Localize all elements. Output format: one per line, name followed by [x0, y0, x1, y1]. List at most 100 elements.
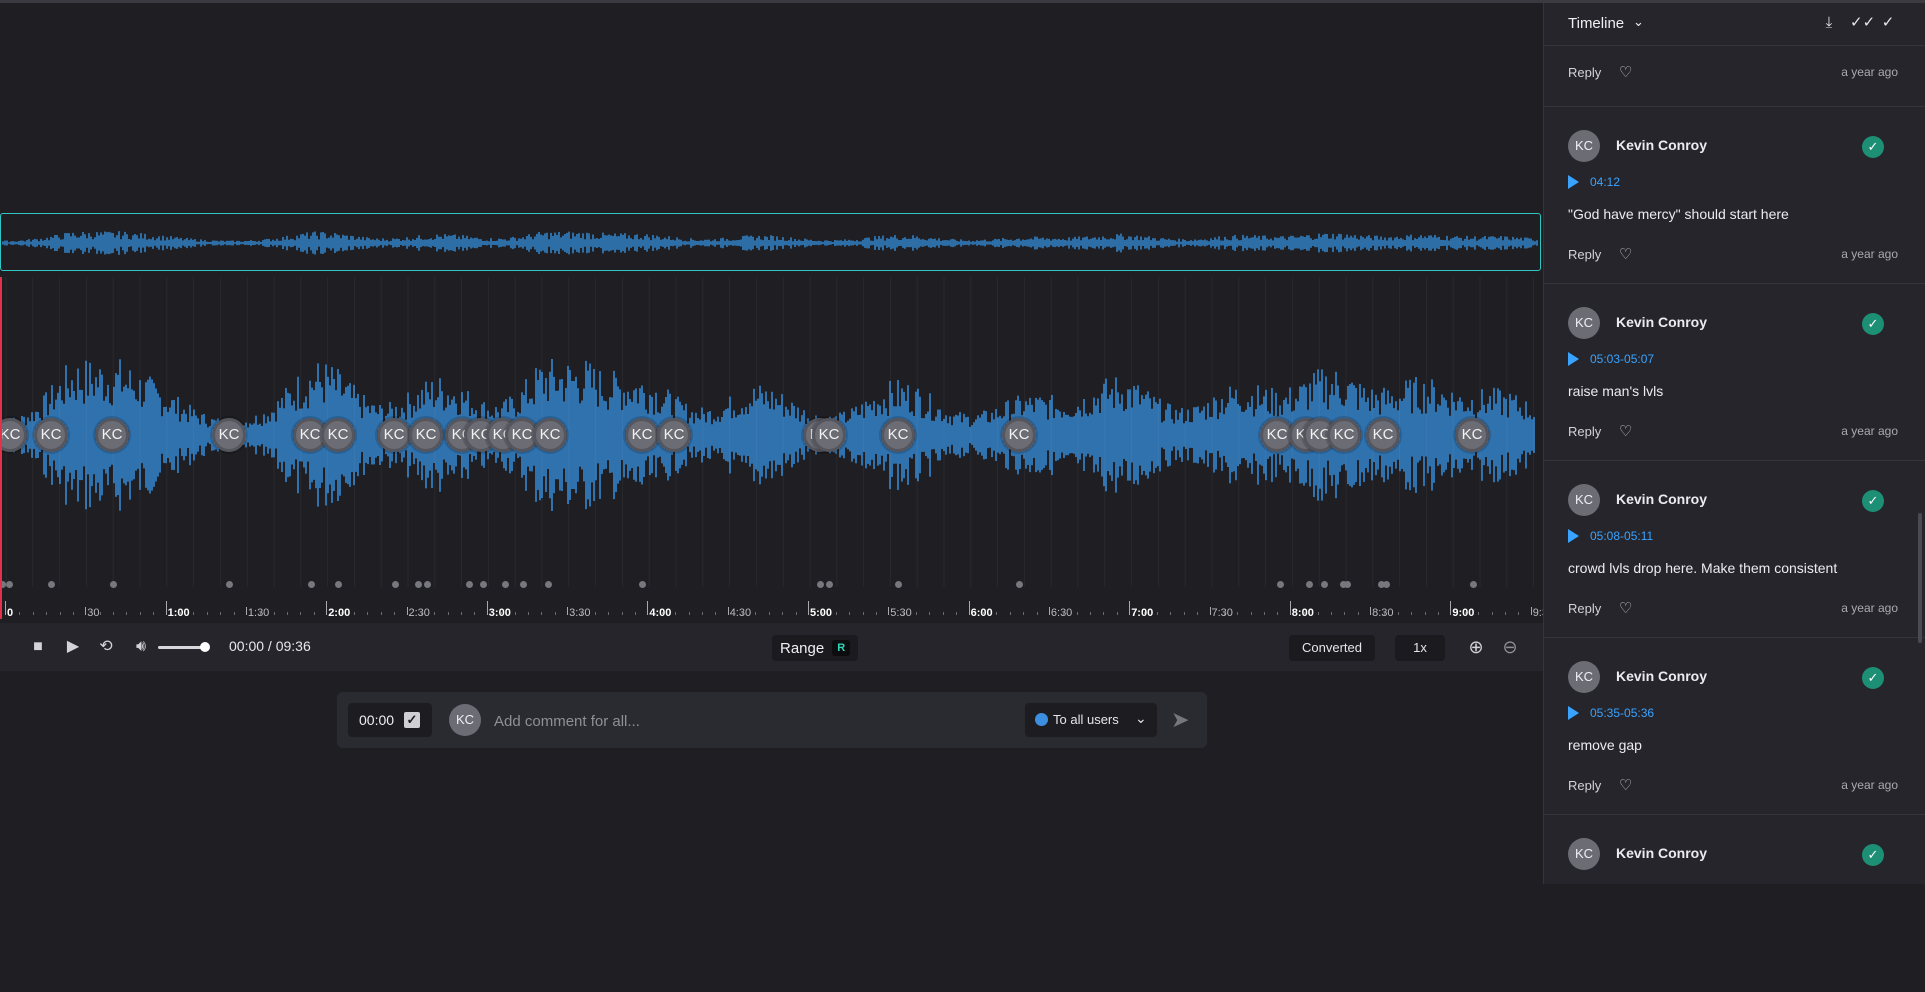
comment-marker[interactable]: KC: [657, 418, 691, 452]
zoom-in-icon[interactable]: ⊕: [1468, 637, 1484, 657]
comment-dot[interactable]: [1470, 581, 1477, 588]
play-icon[interactable]: [1568, 529, 1579, 543]
comment-marker[interactable]: KC: [812, 418, 846, 452]
comment-card[interactable]: KC Kevin Conroy ✓ 04:12 "God have mercy" sho…: [1544, 106, 1925, 284]
reply-link[interactable]: Reply: [1568, 247, 1602, 262]
play-icon[interactable]: [1568, 175, 1579, 189]
heart-icon[interactable]: ♡: [1619, 64, 1633, 81]
comment-timecode[interactable]: 05:35-05:36: [1590, 706, 1655, 720]
comment-dot[interactable]: [1306, 581, 1313, 588]
comment-dot[interactable]: [1321, 581, 1328, 588]
comment-dot[interactable]: [1344, 581, 1351, 588]
double-check-icon[interactable]: ✓✓: [1850, 14, 1876, 31]
comment-dot[interactable]: [639, 581, 646, 588]
playhead[interactable]: [0, 277, 2, 619]
comment-dot[interactable]: [545, 581, 552, 588]
loop-icon[interactable]: ⟲: [99, 638, 113, 655]
play-icon[interactable]: ▶: [66, 638, 80, 655]
heart-icon[interactable]: ♡: [1619, 423, 1633, 440]
comment-dot[interactable]: [502, 581, 509, 588]
comment-timestamp-box[interactable]: 00:00 ✓: [348, 703, 432, 737]
comment-dot[interactable]: [466, 581, 473, 588]
comment-marker[interactable]: KC: [881, 418, 915, 452]
comment-card[interactable]: KC Kevin Conroy ✓ 05:03-05:07 raise man's lv…: [1544, 283, 1925, 461]
chevron-down-icon[interactable]: ⌄: [1633, 14, 1644, 29]
comment-marker[interactable]: KC: [1260, 418, 1294, 452]
comment-marker[interactable]: KC: [377, 418, 411, 452]
converted-button[interactable]: Converted: [1289, 635, 1375, 661]
overview-waveform[interactable]: [0, 213, 1541, 271]
comment-dot[interactable]: [424, 581, 431, 588]
comment-dot[interactable]: [1016, 581, 1023, 588]
comment-marker[interactable]: KC: [1366, 418, 1400, 452]
comment-dot[interactable]: [110, 581, 117, 588]
comment-dot[interactable]: [1277, 581, 1284, 588]
comment-marker[interactable]: KC: [533, 418, 567, 452]
check-circle-icon[interactable]: ✓: [1881, 14, 1895, 31]
comment-marker[interactable]: KC: [321, 418, 355, 452]
reply-link[interactable]: Reply: [1568, 65, 1602, 80]
comment-dot[interactable]: [826, 581, 833, 588]
heart-icon[interactable]: ♡: [1619, 246, 1633, 263]
comment-marker[interactable]: KC: [409, 418, 443, 452]
comment-dot[interactable]: [520, 581, 527, 588]
comment-timecode[interactable]: 05:03-05:07: [1590, 352, 1655, 366]
comment-dot[interactable]: [1383, 581, 1390, 588]
ruler-minor-tick: [916, 612, 918, 615]
sidebar-scrollbar[interactable]: [1918, 513, 1922, 643]
heart-icon[interactable]: ♡: [1619, 777, 1633, 794]
comment-marker[interactable]: KC: [1002, 418, 1036, 452]
timestamp-checkbox[interactable]: ✓: [404, 712, 420, 728]
reply-link[interactable]: Reply: [1568, 601, 1602, 616]
download-icon[interactable]: ⤓: [1825, 14, 1833, 31]
comment-dot[interactable]: [0, 581, 6, 588]
comment-card[interactable]: KC Kevin Conroy ✓ 05:35-05:36 remove gap Rep…: [1544, 637, 1925, 815]
stop-icon[interactable]: ■: [33, 638, 43, 655]
comment-marker[interactable]: KC: [1455, 418, 1489, 452]
comment-dot[interactable]: [48, 581, 55, 588]
comment-marker[interactable]: KC: [0, 418, 27, 452]
reply-link[interactable]: Reply: [1568, 778, 1602, 793]
comment-marker[interactable]: KC: [34, 418, 68, 452]
volume-slider[interactable]: [158, 646, 206, 649]
audience-select[interactable]: To all users ⌄: [1025, 703, 1157, 737]
comment-marker[interactable]: KC: [1327, 418, 1361, 452]
resolved-check-icon[interactable]: ✓: [1862, 844, 1884, 866]
reply-link[interactable]: Reply: [1568, 424, 1602, 439]
comment-card[interactable]: KC Kevin Conroy ✓: [1544, 814, 1925, 992]
resolved-check-icon[interactable]: ✓: [1862, 490, 1884, 512]
range-button[interactable]: Range R: [772, 635, 859, 661]
comment-dot[interactable]: [415, 581, 422, 588]
comment-dot[interactable]: [308, 581, 315, 588]
comment-card[interactable]: KC Kevin Conroy ✓ 05:08-05:11 crowd lvls dro…: [1544, 460, 1925, 638]
comment-marker[interactable]: KC: [95, 418, 129, 452]
comment-dot[interactable]: [6, 581, 13, 588]
comment-dot[interactable]: [480, 581, 487, 588]
comment-input[interactable]: [492, 704, 796, 738]
playback-speed-button[interactable]: 1x: [1395, 635, 1445, 661]
comment-dot[interactable]: [226, 581, 233, 588]
comment-timecode[interactable]: 04:12: [1590, 175, 1621, 189]
resolved-check-icon[interactable]: ✓: [1862, 667, 1884, 689]
comment-timecode[interactable]: 05:08-05:11: [1590, 529, 1654, 543]
comment-marker[interactable]: KC: [212, 418, 246, 452]
resolved-check-icon[interactable]: ✓: [1862, 136, 1884, 158]
send-icon[interactable]: ➤: [1171, 707, 1190, 732]
comment-marker[interactable]: KC: [625, 418, 659, 452]
zoom-out-icon[interactable]: ⊖: [1502, 637, 1518, 657]
resolved-check-icon[interactable]: ✓: [1862, 313, 1884, 335]
time-ruler[interactable]: 0 30 1:00 1:30 2:00 2:30 3:00 3:30 4:00 4:30 5:00 5…: [0, 595, 1548, 623]
play-icon[interactable]: [1568, 352, 1579, 366]
comment-dot[interactable]: [335, 581, 342, 588]
comment-dot[interactable]: [1378, 581, 1385, 588]
comment-dot[interactable]: [392, 581, 399, 588]
comment-dot[interactable]: [895, 581, 902, 588]
play-icon[interactable]: [1568, 706, 1579, 720]
heart-icon[interactable]: ♡: [1619, 600, 1633, 617]
comment-dot[interactable]: [817, 581, 824, 588]
comment-dot[interactable]: [1340, 581, 1347, 588]
volume-icon[interactable]: 🔊︎: [135, 638, 147, 655]
volume-slider-handle[interactable]: [200, 642, 210, 652]
audience-label: To all users: [1053, 712, 1119, 727]
timeline-dropdown[interactable]: Timeline: [1568, 15, 1625, 32]
